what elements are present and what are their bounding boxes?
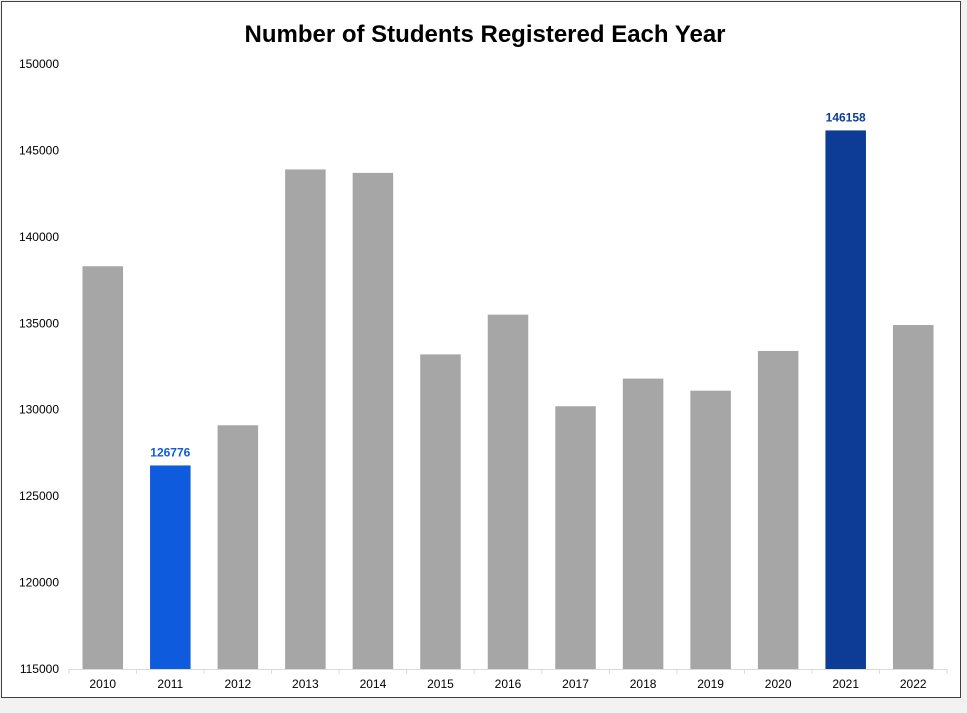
bar-2021 (825, 130, 866, 669)
y-tick-label: 120000 (19, 576, 59, 590)
bar-series (82, 130, 934, 669)
bar-2022 (892, 325, 934, 669)
chart-frame: Number of Students Registered Each Year … (1, 1, 961, 698)
y-tick-label: 150000 (19, 57, 59, 71)
x-tick-label: 2017 (562, 677, 589, 691)
y-tick-label: 115000 (20, 662, 59, 676)
bar-2018 (622, 378, 664, 669)
bar-2011 (150, 465, 191, 669)
x-tick-label: 2010 (89, 677, 116, 691)
x-tick-label: 2020 (765, 677, 792, 691)
x-tick-label: 2021 (832, 677, 859, 691)
bar-2012 (217, 425, 259, 669)
x-tick-label: 2022 (900, 677, 927, 691)
data-labels: 126776 146158 (150, 110, 866, 459)
data-label-2021: 146158 (826, 110, 866, 124)
bar-2015 (420, 354, 461, 669)
bar-2013 (285, 169, 326, 669)
x-tick-label: 2014 (360, 677, 387, 691)
data-label-2011: 126776 (150, 445, 190, 459)
y-tick-label: 125000 (19, 489, 59, 503)
bar-2019 (690, 390, 731, 669)
y-tick-label: 130000 (19, 403, 59, 417)
bar-2014 (352, 172, 394, 669)
bar-2016 (487, 314, 529, 669)
x-tick-label: 2019 (697, 677, 724, 691)
x-tick-label: 2013 (292, 677, 319, 691)
x-tick-label: 2018 (630, 677, 657, 691)
x-tick-label: 2011 (157, 677, 183, 691)
x-tick-label: 2016 (495, 677, 522, 691)
y-tick-label: 140000 (19, 230, 59, 244)
y-axis: 115000 120000 125000 130000 135000 140000 1450… (19, 57, 59, 676)
x-tick-label: 2012 (224, 677, 251, 691)
x-tick-label: 2015 (427, 677, 454, 691)
y-tick-label: 145000 (19, 143, 59, 157)
bar-2010 (82, 266, 124, 669)
y-tick-label: 135000 (19, 316, 59, 330)
bar-chart: Number of Students Registered Each Year … (19, 21, 948, 691)
x-axis: 2010 2011 2012 2013 2014 2015 2016 2017 2018 2019… (68, 669, 948, 691)
chart-title: Number of Students Registered Each Year (244, 21, 725, 48)
bar-2020 (757, 350, 799, 669)
bar-2017 (555, 406, 596, 669)
